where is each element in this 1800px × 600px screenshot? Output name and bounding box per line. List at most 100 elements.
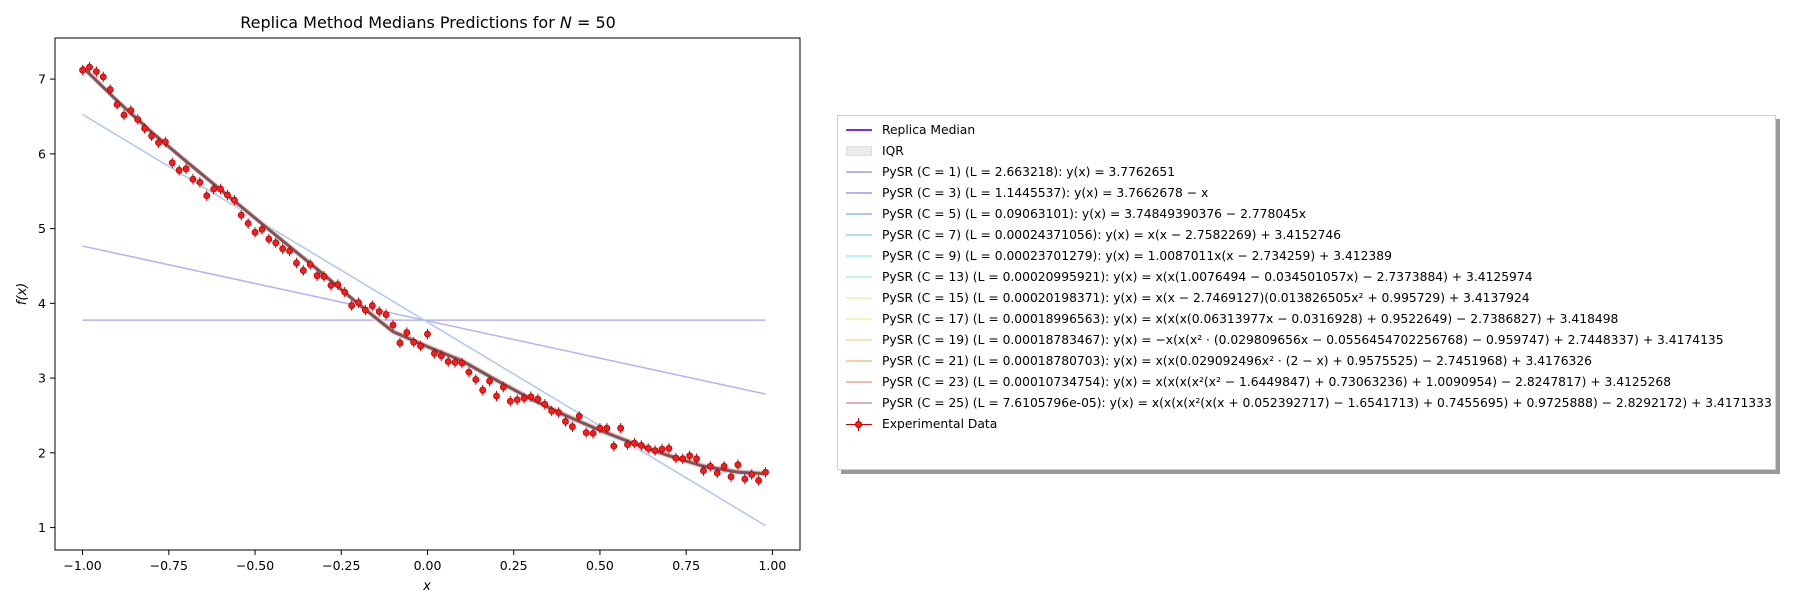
legend-swatch-line xyxy=(846,401,872,404)
data-point xyxy=(499,383,507,391)
data-point xyxy=(520,394,528,402)
legend-box: Replica Median IQR PySR (C = 1) (L = 2.663… xyxy=(837,115,1776,470)
data-point xyxy=(258,225,266,233)
data-point xyxy=(748,471,756,478)
data-point xyxy=(693,455,700,463)
data-point xyxy=(513,396,521,404)
axes-frame xyxy=(54,37,801,551)
x-tick-label: 0.00 xyxy=(414,558,442,573)
legend-swatch xyxy=(844,393,874,413)
legend-entry: PySR (C = 5) (L = 0.09063101): y(x) = 3.… xyxy=(844,203,1769,224)
chart-title-var: N xyxy=(560,13,572,32)
data-point xyxy=(293,259,300,267)
data-point xyxy=(575,412,583,420)
data-point xyxy=(506,397,514,405)
data-point xyxy=(686,452,694,460)
legend-label: PySR (C = 1) (L = 2.663218): y(x) = 3.77… xyxy=(882,164,1176,179)
chart-title-suffix: = 50 xyxy=(572,13,616,32)
data-point xyxy=(224,191,231,199)
data-point xyxy=(568,423,576,431)
legend-swatch-line xyxy=(846,380,872,383)
x-tick-label: −0.25 xyxy=(322,558,360,573)
pysr-fit-curve-5 xyxy=(82,68,766,477)
x-tick-label: 0.50 xyxy=(586,558,614,573)
legend-label: PySR (C = 19) (L = 0.00018783467): y(x) … xyxy=(882,332,1724,347)
pysr-fit-curve-9 xyxy=(82,66,766,475)
data-point xyxy=(762,468,769,476)
legend-label: PySR (C = 9) (L = 0.00023701279): y(x) =… xyxy=(882,248,1392,263)
legend-swatch-line xyxy=(846,191,872,194)
pysr-fit-curve-7 xyxy=(82,67,766,476)
legend-swatch xyxy=(844,267,874,287)
data-point xyxy=(665,444,673,452)
replica-median-core xyxy=(82,66,766,475)
data-point xyxy=(624,441,631,449)
data-point xyxy=(79,66,86,74)
legend-label: PySR (C = 25) (L = 7.6105796e-05): y(x) … xyxy=(882,395,1772,410)
data-point xyxy=(410,338,418,346)
pysr-fit-curve-10 xyxy=(82,66,766,475)
legend-swatch-line xyxy=(846,212,872,215)
data-point xyxy=(237,211,245,219)
legend-swatch xyxy=(844,141,874,161)
legend-entry: PySR (C = 7) (L = 0.00024371056): y(x) =… xyxy=(844,224,1769,245)
legend-label: IQR xyxy=(882,143,904,158)
data-point xyxy=(362,306,369,314)
data-point xyxy=(631,439,638,447)
data-point xyxy=(106,86,114,93)
x-tick-label: 0.25 xyxy=(500,558,528,573)
data-point xyxy=(727,473,735,481)
legend-entry: PySR (C = 25) (L = 7.6105796e-05): y(x) … xyxy=(844,392,1772,413)
legend-label: PySR (C = 15) (L = 0.00020198371): y(x) … xyxy=(882,290,1530,305)
data-point xyxy=(306,261,314,268)
legend-swatch xyxy=(844,288,874,308)
data-point xyxy=(437,352,445,360)
data-point xyxy=(175,166,183,174)
data-point xyxy=(672,454,680,462)
legend-swatch-line xyxy=(846,359,872,362)
data-point xyxy=(679,455,687,463)
data-point xyxy=(430,350,438,357)
data-point xyxy=(603,424,611,432)
legend-swatch-line xyxy=(846,296,872,299)
y-tick-label: 7 xyxy=(38,72,46,87)
data-point xyxy=(279,245,287,253)
data-point xyxy=(168,159,176,167)
legend-label: PySR (C = 3) (L = 1.1445537): y(x) = 3.7… xyxy=(882,185,1209,200)
data-point xyxy=(651,447,659,454)
data-point xyxy=(424,330,431,338)
legend-swatch-patch xyxy=(846,145,872,156)
data-point xyxy=(644,444,652,452)
data-point xyxy=(755,477,763,484)
legend-entry: PySR (C = 23) (L = 0.00010734754): y(x) … xyxy=(844,371,1769,392)
data-point xyxy=(403,329,411,336)
legend-swatch-line xyxy=(846,338,872,341)
pysr-fit-line-4 xyxy=(82,113,766,527)
legend-label: Replica Median xyxy=(882,122,976,137)
data-point xyxy=(203,192,211,200)
data-point xyxy=(396,339,404,347)
legend-swatch xyxy=(844,183,874,203)
data-point xyxy=(148,132,155,140)
x-tick-label: 0.75 xyxy=(672,558,700,573)
y-tick-label: 1 xyxy=(38,520,46,535)
data-point xyxy=(700,467,707,475)
x-tick-label: 1.00 xyxy=(758,558,786,573)
legend-entry: Experimental Data xyxy=(844,413,1769,434)
data-point xyxy=(348,302,356,309)
pysr-fit-curve-12 xyxy=(82,65,766,474)
data-point xyxy=(251,228,259,236)
legend-label: PySR (C = 21) (L = 0.00018780703): y(x) … xyxy=(882,353,1592,368)
plot-area xyxy=(79,61,769,527)
data-point xyxy=(741,475,749,483)
legend-swatch-errorbar xyxy=(855,420,862,428)
replica-median-line xyxy=(81,66,766,476)
iqr-band xyxy=(82,63,766,478)
data-point xyxy=(706,462,714,470)
y-tick-label: 3 xyxy=(38,371,46,386)
data-point xyxy=(465,368,473,376)
legend-swatch xyxy=(844,162,874,182)
data-point xyxy=(472,376,480,383)
data-point xyxy=(617,424,625,432)
data-point xyxy=(86,63,93,71)
